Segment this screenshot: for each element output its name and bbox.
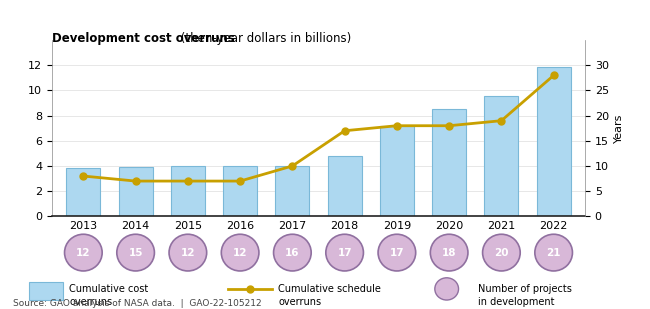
Text: Development cost overruns: Development cost overruns [52, 32, 235, 45]
Text: 12: 12 [233, 248, 248, 258]
Text: 17: 17 [389, 248, 404, 258]
Text: in development: in development [478, 297, 554, 307]
Y-axis label: Years: Years [614, 113, 625, 143]
Ellipse shape [482, 234, 520, 271]
Bar [328, 156, 361, 216]
Text: 20: 20 [494, 248, 509, 258]
FancyBboxPatch shape [29, 282, 63, 300]
Ellipse shape [169, 234, 207, 271]
Text: 18: 18 [442, 248, 456, 258]
Text: overruns: overruns [69, 297, 112, 307]
Bar [66, 168, 100, 216]
Bar [276, 166, 309, 216]
Ellipse shape [64, 234, 102, 271]
Ellipse shape [378, 234, 416, 271]
Ellipse shape [274, 234, 311, 271]
Ellipse shape [117, 234, 155, 271]
Bar [537, 66, 571, 216]
Text: Cumulative schedule: Cumulative schedule [278, 284, 381, 294]
Bar [223, 166, 257, 216]
Ellipse shape [435, 278, 458, 300]
Ellipse shape [535, 234, 573, 271]
Text: 12: 12 [181, 248, 195, 258]
Bar [171, 166, 205, 216]
Bar [484, 95, 518, 216]
Text: 17: 17 [337, 248, 352, 258]
Bar [380, 126, 414, 216]
Text: 12: 12 [76, 248, 90, 258]
Ellipse shape [326, 234, 363, 271]
Text: 16: 16 [285, 248, 300, 258]
Text: overruns: overruns [278, 297, 321, 307]
Text: (then-year dollars in billions): (then-year dollars in billions) [177, 32, 351, 45]
Text: 21: 21 [547, 248, 561, 258]
Text: Cumulative cost: Cumulative cost [69, 284, 148, 294]
Text: Source: GAO analysis of NASA data.  |  GAO-22-105212: Source: GAO analysis of NASA data. | GAO… [13, 299, 261, 308]
Text: 15: 15 [128, 248, 143, 258]
Ellipse shape [221, 234, 259, 271]
Text: Number of projects: Number of projects [478, 284, 572, 294]
Bar [432, 109, 466, 216]
Ellipse shape [430, 234, 468, 271]
Bar [118, 167, 153, 216]
